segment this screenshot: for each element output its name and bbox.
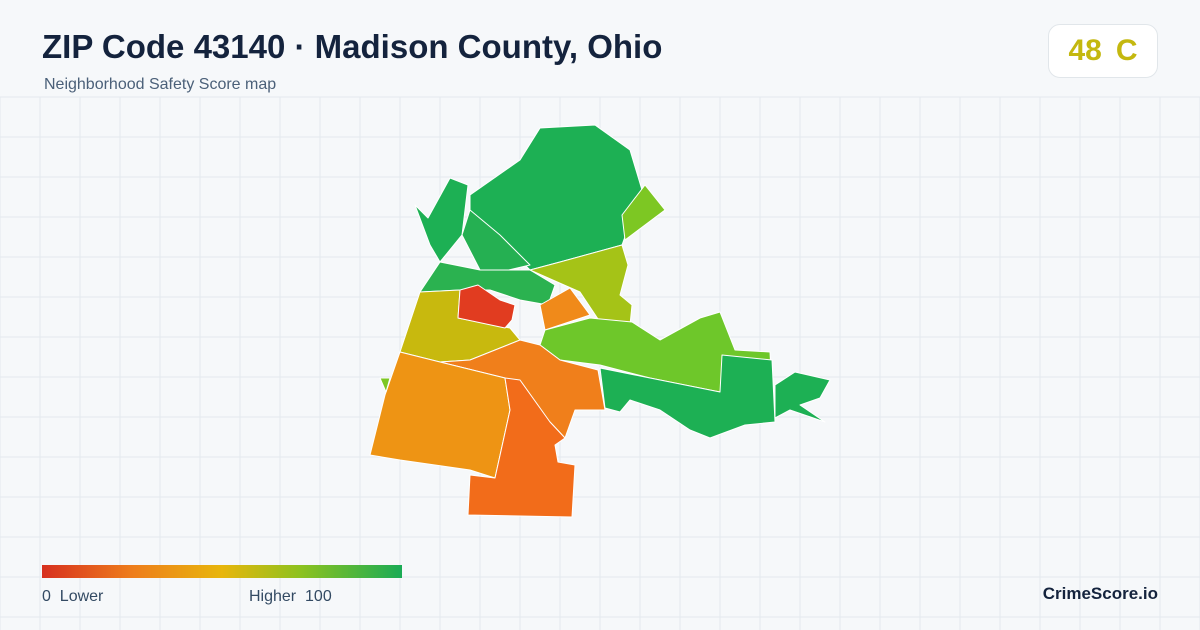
map-region [467,377,576,518]
title: ZIP Code 43140 · Madison County, Ohio [42,28,663,65]
map-region [599,354,776,439]
legend-min-value: 0 [42,588,51,605]
map-region [379,377,391,393]
legend-max: Higher 100 [249,588,332,606]
map-region [539,287,591,331]
map-region [414,177,469,263]
score-badge: 48 C [1048,24,1158,78]
map-region [539,311,773,393]
legend-max-value: 100 [305,588,332,605]
brand: CrimeScore.io [1042,584,1158,603]
map-region [529,244,633,326]
map-region [457,284,516,329]
legend-max-label: Higher [249,588,297,605]
map-region [621,184,666,241]
score-value: 48 [1068,34,1102,67]
map-region [774,371,831,423]
legend-min-label: Lower [59,588,104,605]
subtitle: Neighborhood Safety Score map [44,76,277,93]
map-region [369,351,511,479]
score-grade: C [1115,34,1138,67]
legend-gradient [42,565,402,578]
legend-min: 0 Lower [42,588,103,606]
